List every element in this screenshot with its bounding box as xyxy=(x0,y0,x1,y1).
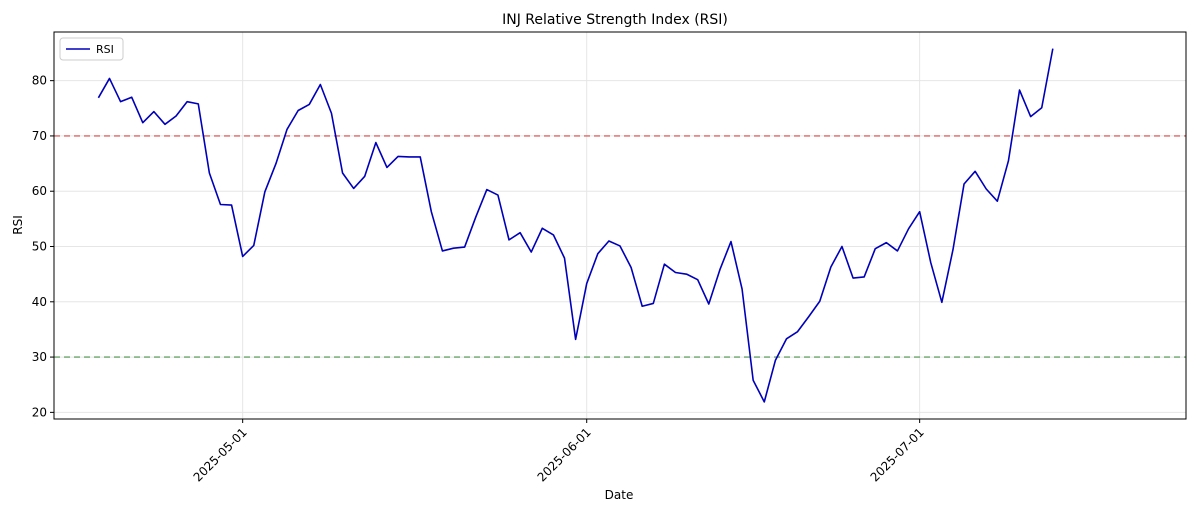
x-tick-label: 2025-05-01 xyxy=(191,425,250,484)
y-tick-label: 50 xyxy=(32,240,47,254)
y-axis-ticks: 20 30 40 50 60 70 80 xyxy=(32,74,54,419)
y-tick-label: 60 xyxy=(32,184,47,198)
x-axis-ticks: 2025-05-01 2025-06-01 2025-07-01 xyxy=(191,419,927,484)
y-axis-label: RSI xyxy=(11,215,25,235)
y-tick-label: 30 xyxy=(32,350,47,364)
legend: RSI xyxy=(59,37,124,61)
legend-box xyxy=(59,37,124,61)
legend-entry-rsi: RSI xyxy=(96,43,114,56)
series-line-rsi xyxy=(97,48,1054,403)
chart-title: INJ Relative Strength Index (RSI) xyxy=(502,12,728,28)
x-axis-label: Date xyxy=(605,488,634,502)
y-tick-label: 40 xyxy=(32,295,47,309)
y-tick-label: 80 xyxy=(32,74,47,88)
x-tick-label: 2025-06-01 xyxy=(535,425,594,484)
grid xyxy=(54,32,1186,419)
y-tick-label: 20 xyxy=(32,405,47,419)
series-layer xyxy=(97,48,1054,403)
x-tick-label: 2025-07-01 xyxy=(868,425,927,484)
y-tick-label: 70 xyxy=(32,129,47,143)
plot-frame xyxy=(53,31,1187,420)
reference-lines xyxy=(54,135,1186,358)
